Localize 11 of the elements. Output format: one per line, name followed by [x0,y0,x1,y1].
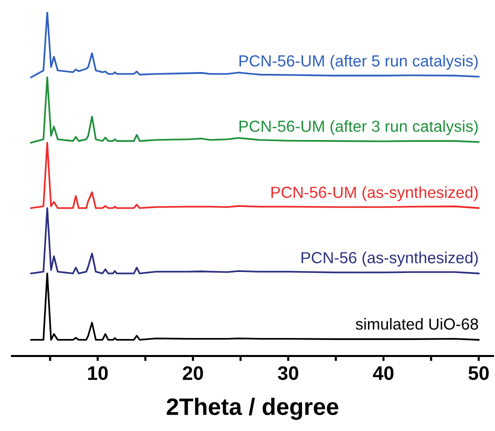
x-tick-label: 40 [372,366,394,380]
x-tick-label: 30 [278,366,298,380]
x-tick-label: 10 [88,366,108,380]
series-label: PCN-56 (as-synthesized) [302,252,478,266]
x-tick-label: 50 [468,366,489,380]
series-label: PCN-56-UM (as-synthesized) [271,186,478,202]
x-axis-title: 2Theta / degree [166,398,338,420]
series-label: PCN-56-UM (after 5 run catalysis) [240,54,478,70]
x-tick-label: 20 [182,366,203,380]
series-label: PCN-56-UM (after 3 run catalysis) [240,120,478,136]
series-label: simulated UiO-68 [356,318,478,330]
